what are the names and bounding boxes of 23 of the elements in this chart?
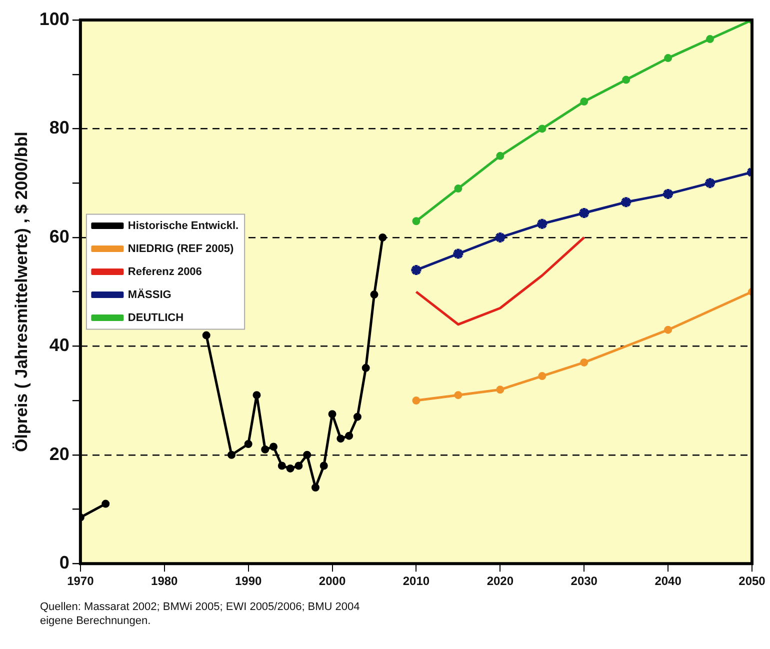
- legend-label: NIEDRIG (REF 2005): [128, 242, 234, 255]
- y-axis-title: Ölpreis ( Jahresmittelwerte) , $ 2000/bbl: [12, 132, 31, 452]
- x-tick-label: 2040: [654, 574, 682, 588]
- x-tick-label: 2030: [570, 574, 598, 588]
- x-tick-label: 2000: [318, 574, 346, 588]
- x-tick-label: 1990: [234, 574, 262, 588]
- y-tick-label: 20: [49, 444, 70, 464]
- y-tick-label: 80: [49, 118, 70, 138]
- x-tick-label: 2010: [402, 574, 430, 588]
- legend-label: MÄSSIG: [128, 288, 172, 301]
- y-tick-label: 40: [49, 335, 70, 356]
- y-tick-label: 0: [59, 552, 70, 573]
- x-tick-label: 1980: [151, 574, 178, 588]
- legend-label: Referenz 2006: [128, 266, 202, 278]
- x-tick-label: 2050: [738, 574, 766, 588]
- text: eigene Berechnungen.: [40, 614, 152, 628]
- legend-label: Historische Entwickl.: [128, 220, 239, 232]
- x-tick-label: 1970: [67, 574, 94, 588]
- y-tick-label: 60: [49, 226, 70, 246]
- y-tick-label: 100: [39, 8, 70, 29]
- source-note: Quellen: Massarat 2002; BMWi 2005; EWI 2005/2006; BMU 2004: [40, 600, 360, 614]
- x-tick-label: 2020: [486, 574, 514, 588]
- legend-label: DEUTLICH: [128, 312, 184, 324]
